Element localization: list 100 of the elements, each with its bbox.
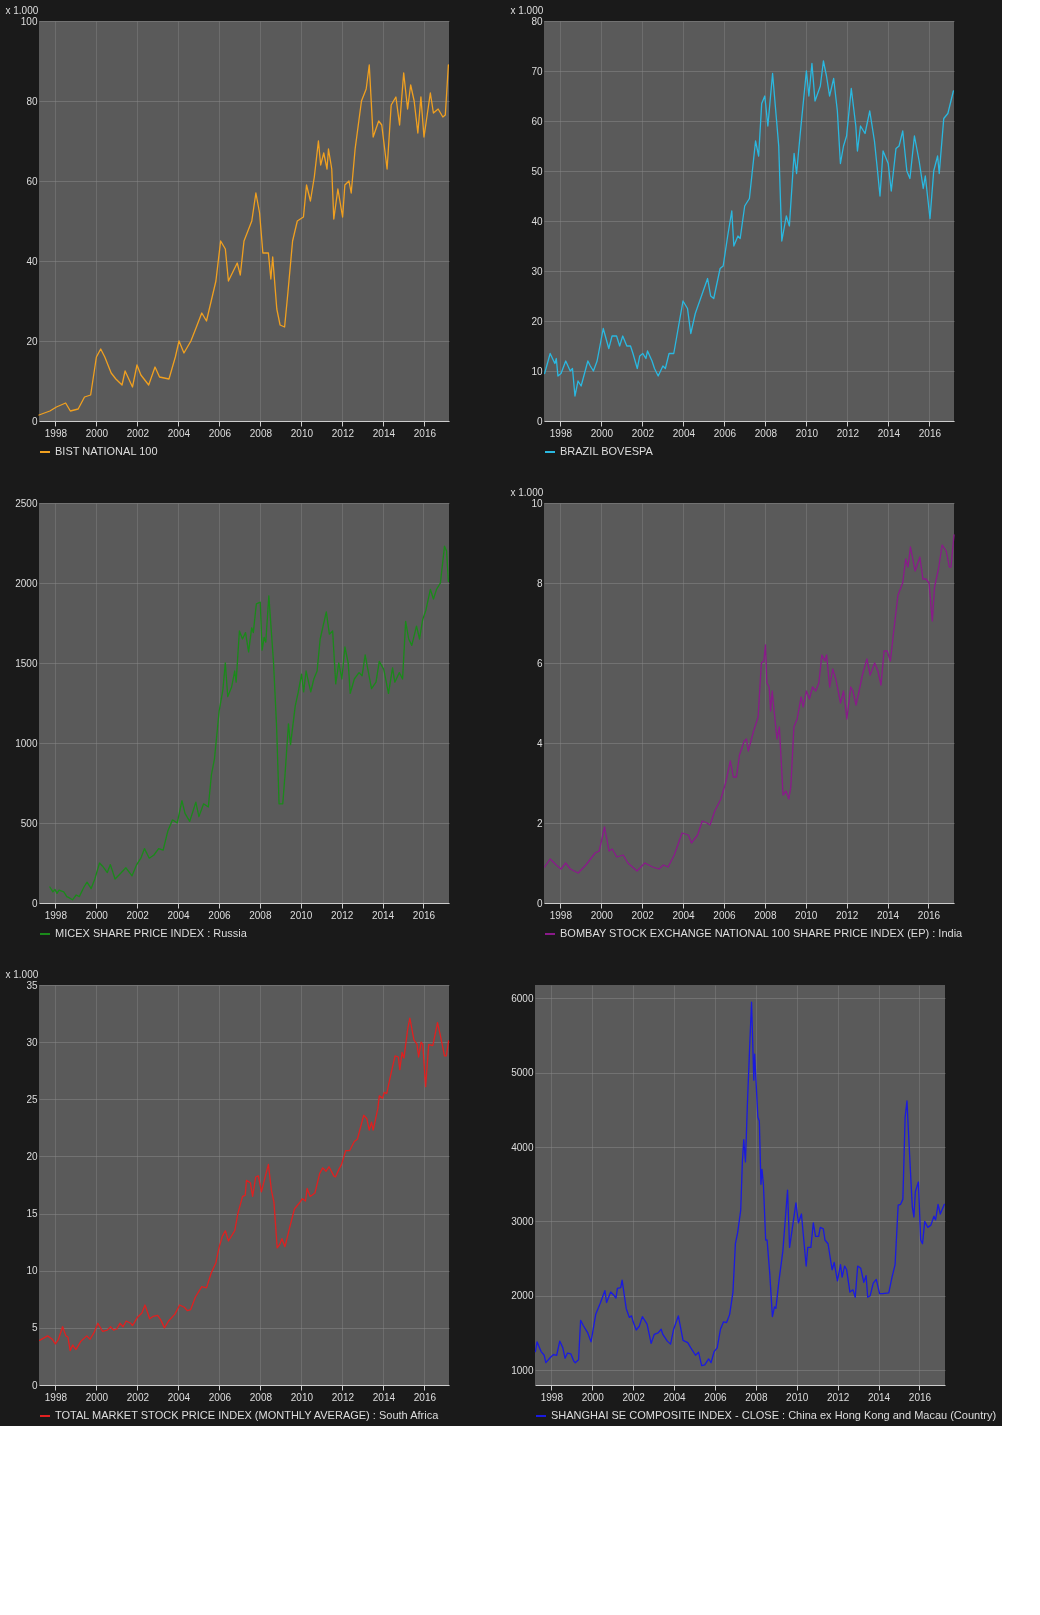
y-tick-label: 2 (536, 817, 543, 829)
y-tick-label: 100 (20, 15, 38, 27)
y-tick-label: 40 (26, 255, 38, 267)
y-tick-label: 35 (26, 979, 38, 991)
x-tick-label: 2000 (85, 427, 109, 439)
y-tick-label: 10 (26, 1265, 38, 1277)
y-tick-label: 5 (31, 1322, 38, 1334)
x-tick-label: 2002 (631, 909, 655, 921)
line-series (543, 534, 955, 874)
y-tick-label: 6000 (511, 992, 534, 1004)
x-tick-label: 2012 (836, 909, 859, 921)
y-tick-label: 60 (531, 115, 543, 127)
legend-label: BRAZIL BOVESPA (560, 445, 654, 457)
x-tick-label: 2006 (713, 427, 737, 439)
x-tick-label: 2016 (908, 1391, 932, 1403)
y-tick-label: 20 (531, 315, 543, 327)
x-tick-label: 2002 (631, 427, 655, 439)
y-tick-label: 70 (531, 65, 543, 77)
x-tick-label: 2008 (754, 427, 778, 439)
line-series (49, 545, 450, 901)
x-tick-label: 2004 (672, 909, 696, 921)
y-tick-label: 0 (536, 897, 543, 909)
y-tick-label: 3000 (511, 1215, 534, 1227)
x-tick-label: 2004 (167, 1391, 191, 1403)
y-tick-label: 60 (26, 175, 38, 187)
y-axis-title: x 1.000 (5, 968, 39, 980)
y-tick-label: 0 (31, 897, 38, 909)
y-tick-label: 80 (531, 15, 543, 27)
x-tick-label: 1998 (540, 1391, 564, 1403)
y-tick-label: 2500 (15, 497, 38, 509)
x-tick-label: 2002 (126, 427, 150, 439)
line-series (543, 60, 955, 397)
x-tick-label: 2008 (249, 909, 272, 921)
x-tick-label: 2012 (331, 427, 355, 439)
y-tick-label: 5000 (511, 1067, 534, 1079)
x-tick-label: 1998 (549, 427, 573, 439)
y-tick-label: 30 (531, 265, 543, 277)
x-tick-label: 2014 (371, 909, 395, 921)
x-tick-label: 1998 (44, 1391, 68, 1403)
x-tick-label: 2010 (786, 1391, 809, 1403)
x-tick-label: 2006 (713, 909, 737, 921)
x-tick-label: 2016 (412, 909, 436, 921)
x-tick-label: 1998 (549, 909, 573, 921)
x-tick-label: 2000 (590, 427, 614, 439)
y-tick-label: 50 (531, 165, 543, 177)
y-tick-label: 6 (536, 657, 543, 669)
x-tick-label: 2006 (208, 1391, 232, 1403)
line-series (38, 1017, 450, 1352)
legend-label: MICEX SHARE PRICE INDEX : Russia (55, 927, 248, 939)
x-tick-label: 2000 (581, 1391, 605, 1403)
y-tick-label: 4 (536, 737, 543, 749)
y-tick-label: 15 (26, 1208, 38, 1220)
y-tick-label: 500 (20, 817, 38, 829)
x-tick-label: 2002 (126, 909, 150, 921)
y-tick-label: 25 (26, 1093, 38, 1105)
x-tick-label: 2012 (836, 427, 860, 439)
y-tick-label: 4000 (511, 1141, 534, 1153)
legend-label: BIST NATIONAL 100 (55, 445, 158, 457)
line-series (534, 1001, 946, 1367)
x-tick-label: 2012 (331, 1391, 355, 1403)
x-tick-label: 2004 (672, 427, 696, 439)
x-tick-label: 2006 (704, 1391, 728, 1403)
y-tick-label: 1000 (15, 737, 38, 749)
x-tick-label: 2014 (372, 427, 396, 439)
x-tick-label: 2016 (918, 427, 942, 439)
x-tick-label: 2016 (413, 427, 437, 439)
x-tick-label: 2010 (290, 909, 313, 921)
x-tick-label: 2012 (331, 909, 354, 921)
x-tick-label: 2000 (85, 909, 109, 921)
x-tick-label: 2016 (413, 1391, 437, 1403)
x-tick-label: 2004 (663, 1391, 687, 1403)
x-tick-label: 2010 (290, 1391, 314, 1403)
x-tick-label: 2014 (867, 1391, 891, 1403)
y-axis-title: x 1.000 (510, 486, 544, 498)
legend-label: SHANGHAI SE COMPOSITE INDEX - CLOSE : China ex Hong Kong and Macau (Country) (551, 1409, 997, 1421)
x-tick-label: 2002 (126, 1391, 150, 1403)
y-tick-label: 0 (31, 415, 38, 427)
x-tick-label: 2016 (917, 909, 941, 921)
x-tick-label: 1998 (44, 427, 68, 439)
x-tick-label: 2008 (754, 909, 777, 921)
x-tick-label: 2008 (745, 1391, 768, 1403)
y-tick-label: 30 (26, 1036, 38, 1048)
x-tick-label: 2012 (827, 1391, 850, 1403)
y-tick-label: 0 (31, 1379, 38, 1391)
x-tick-label: 2002 (622, 1391, 646, 1403)
x-tick-label: 2000 (590, 909, 614, 921)
y-tick-label: 0 (536, 415, 543, 427)
y-tick-label: 2000 (15, 577, 38, 589)
y-tick-label: 2000 (511, 1290, 534, 1302)
y-tick-label: 20 (26, 1150, 38, 1162)
x-tick-label: 2010 (290, 427, 314, 439)
y-axis-title: x 1.000 (5, 4, 39, 16)
x-tick-label: 1998 (44, 909, 68, 921)
legend-label: TOTAL MARKET STOCK PRICE INDEX (MONTHLY AVERAGE) : South Africa (55, 1409, 440, 1421)
y-tick-label: 1000 (511, 1364, 534, 1376)
y-tick-label: 10 (531, 365, 543, 377)
y-tick-label: 1500 (15, 657, 38, 669)
x-tick-label: 2004 (167, 427, 191, 439)
x-tick-label: 2004 (167, 909, 191, 921)
x-tick-label: 2010 (795, 909, 818, 921)
